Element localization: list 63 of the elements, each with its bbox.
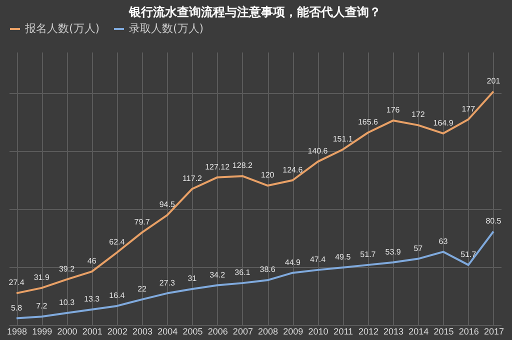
data-label: 31 xyxy=(188,274,198,283)
data-label: 49.5 xyxy=(335,252,352,262)
data-label: 39.2 xyxy=(58,264,76,274)
data-label: 16.4 xyxy=(109,290,126,300)
x-tick-label: 2010 xyxy=(308,326,328,336)
chart-title: 银行流水查询流程与注意事项，能否代人查询？ xyxy=(128,5,381,19)
data-label: 117.2 xyxy=(182,174,203,183)
data-label: 47.4 xyxy=(310,254,326,264)
x-tick-label: 2005 xyxy=(182,326,203,336)
data-label: 34.2 xyxy=(210,270,226,280)
data-label: 31.9 xyxy=(34,272,50,282)
data-label: 44.9 xyxy=(284,258,301,267)
x-tick-label: 2002 xyxy=(107,326,128,336)
data-label: 5.8 xyxy=(10,303,23,312)
data-label: 53.9 xyxy=(385,247,402,256)
data-label: 10.3 xyxy=(58,298,76,308)
x-tick-label: 2006 xyxy=(208,326,228,336)
data-label: 120 xyxy=(260,170,275,180)
x-tick-label: 2015 xyxy=(434,326,454,336)
data-label: 57 xyxy=(414,244,424,253)
x-tick-label: 2003 xyxy=(132,326,153,336)
data-label: 51.7 xyxy=(360,250,376,259)
data-label: 62.4 xyxy=(109,238,126,247)
x-tick-label: 1999 xyxy=(32,326,52,336)
data-label: 63 xyxy=(438,236,448,246)
data-label: 201 xyxy=(486,76,501,86)
data-label: 46 xyxy=(87,256,97,266)
data-label: 177 xyxy=(462,104,476,114)
data-label: 27.3 xyxy=(159,278,176,288)
data-label: 36.1 xyxy=(234,268,251,278)
data-label: 165.6 xyxy=(358,118,379,127)
x-tick-label: 2004 xyxy=(158,326,178,336)
x-tick-label: 2014 xyxy=(408,326,429,336)
data-label: 22 xyxy=(138,284,148,294)
data-label: 51.7 xyxy=(460,250,477,259)
data-label: 7.2 xyxy=(36,302,48,311)
x-tick-label: 2001 xyxy=(82,326,102,336)
data-label: 172 xyxy=(411,110,426,120)
data-label: 140.6 xyxy=(308,146,328,156)
data-label: 38.6 xyxy=(260,265,276,274)
data-label: 27.4 xyxy=(8,278,25,288)
x-tick-label: 2016 xyxy=(458,326,479,336)
data-label: 127.12 xyxy=(205,162,230,172)
data-label: 94.5 xyxy=(159,200,176,210)
data-label: 164.9 xyxy=(433,118,454,128)
legend-label: 报名人数(万人) xyxy=(24,22,100,35)
x-tick-label: 2017 xyxy=(484,326,504,336)
x-tick-label: 2011 xyxy=(334,326,354,336)
data-label: 151.1 xyxy=(332,134,354,144)
data-label: 13.3 xyxy=(84,294,100,304)
x-tick-label: 1998 xyxy=(7,326,28,336)
data-label: 124.6 xyxy=(282,165,304,174)
x-tick-label: 2009 xyxy=(283,326,304,336)
data-label: 176 xyxy=(386,106,400,115)
data-label: 80.5 xyxy=(486,216,502,226)
x-tick-label: 2000 xyxy=(57,326,78,336)
legend-label: 录取人数(万人) xyxy=(129,22,204,35)
x-tick-label: 2007 xyxy=(232,326,253,336)
x-tick-label: 2012 xyxy=(358,326,378,336)
data-label: 79.7 xyxy=(134,217,150,226)
data-label: 128.2 xyxy=(232,161,254,170)
x-tick-label: 2008 xyxy=(258,326,278,336)
x-tick-label: 2013 xyxy=(384,326,404,336)
